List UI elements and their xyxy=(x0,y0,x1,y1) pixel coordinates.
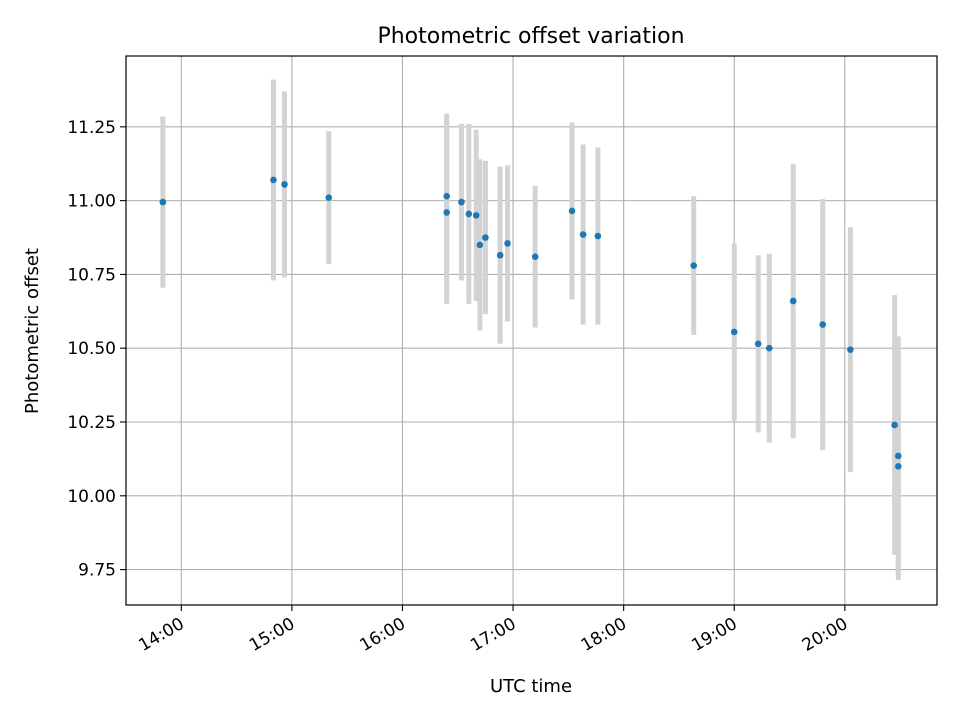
data-point xyxy=(730,328,738,336)
data-point xyxy=(765,344,773,352)
data-point xyxy=(281,181,288,188)
data-point xyxy=(482,234,489,241)
data-point xyxy=(891,421,898,429)
chart-title: Photometric offset variation xyxy=(377,24,684,49)
y-tick-label: 10.25 xyxy=(67,413,116,433)
y-axis-label: Photometric offset xyxy=(22,248,43,414)
data-points xyxy=(159,176,902,470)
data-point xyxy=(568,207,576,215)
y-tick-label: 10.75 xyxy=(67,265,116,285)
data-point xyxy=(504,240,511,247)
y-tick-label: 11.00 xyxy=(67,192,116,212)
data-point xyxy=(594,232,602,240)
data-point xyxy=(894,462,902,470)
data-point xyxy=(531,253,539,261)
data-point xyxy=(894,452,902,460)
data-point xyxy=(472,212,480,219)
y-axis-ticks: 9.75 10.00 10.25 10.50 10.75 11.00 11.25 xyxy=(67,118,126,581)
data-point xyxy=(159,198,167,206)
data-point xyxy=(443,192,451,200)
data-point xyxy=(458,198,465,206)
plot-frame xyxy=(125,55,938,606)
data-point xyxy=(579,231,587,238)
data-point xyxy=(476,241,484,249)
data-point xyxy=(325,194,333,201)
data-point xyxy=(465,210,473,218)
x-axis-label: UTC time xyxy=(490,676,572,697)
data-point xyxy=(690,262,697,269)
y-tick-label: 10.00 xyxy=(67,487,116,507)
y-tick-label: 9.75 xyxy=(78,561,116,581)
y-tick-label: 10.50 xyxy=(67,339,116,359)
data-point xyxy=(754,340,762,348)
data-point xyxy=(443,209,451,216)
y-tick-label: 11.25 xyxy=(67,118,116,138)
data-point xyxy=(819,321,827,328)
data-point xyxy=(270,176,277,184)
data-point xyxy=(789,297,797,305)
data-point xyxy=(847,346,854,353)
data-point xyxy=(496,251,504,259)
